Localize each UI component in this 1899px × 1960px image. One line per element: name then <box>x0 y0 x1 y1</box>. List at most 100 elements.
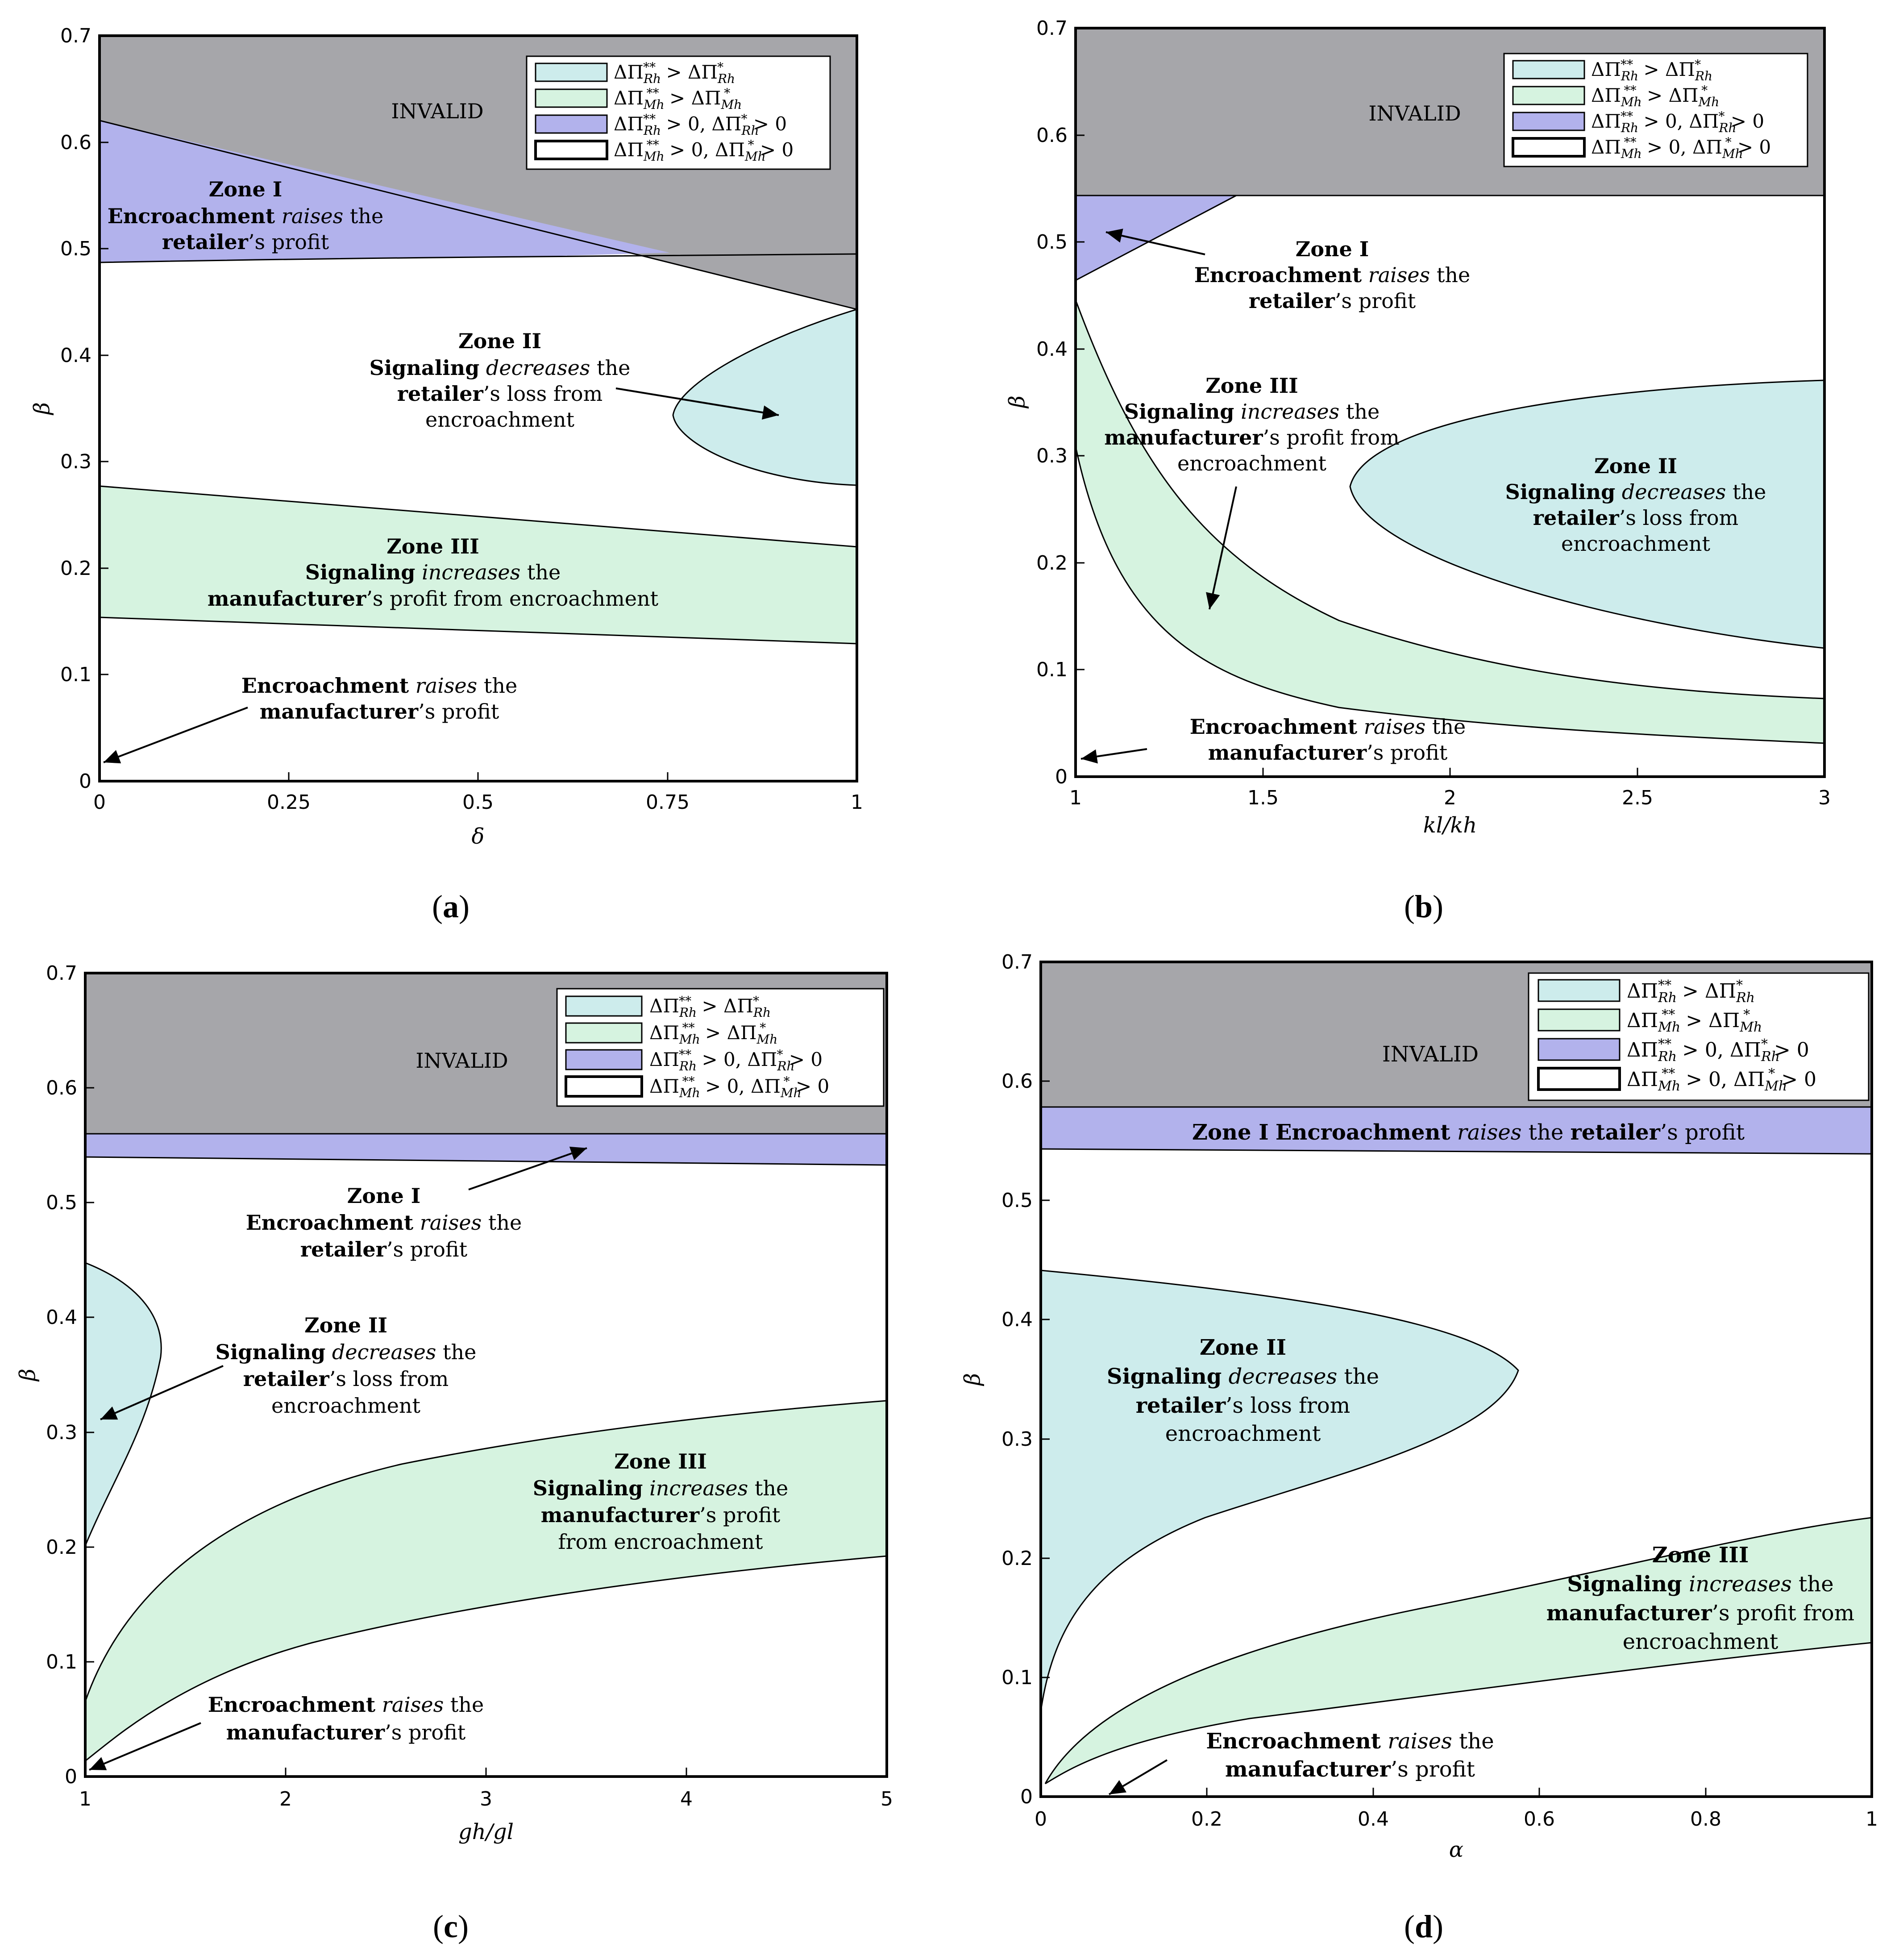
invalid-label-b: INVALID <box>1368 101 1461 125</box>
xtick-d-0: 0 <box>1035 1808 1047 1831</box>
zone2-line3-a: retailer’s loss from <box>397 382 603 406</box>
ytick-a-3: 0.3 <box>60 450 91 473</box>
xtick-d-2: 0.4 <box>1358 1808 1389 1831</box>
zone2-title-c: Zone II <box>304 1313 387 1337</box>
enc-line1-d: Encroachment raises the <box>1206 1729 1494 1754</box>
xtick-b-3: 2.5 <box>1622 786 1653 809</box>
zone2-line3-c: retailer’s loss from <box>243 1367 449 1391</box>
zone3-upper-a <box>100 485 857 548</box>
zone3-line2-b: Signaling increases the <box>1124 399 1380 424</box>
legend-a-entry4: ΔΠMh** > 0, ΔΠMh* > 0 <box>614 137 794 164</box>
enc-arrow-c <box>89 1722 201 1771</box>
zone2-line3-d: retailer’s loss from <box>1136 1393 1350 1418</box>
xtick-d-1: 0.2 <box>1191 1808 1222 1831</box>
zone1-arrow-b <box>1105 229 1205 255</box>
zone2-line2-d: Signaling decreases the <box>1107 1364 1379 1389</box>
zone2-line2-b: Signaling decreases the <box>1505 480 1766 504</box>
zone2-line4-a: encroachment <box>425 408 575 432</box>
ytick-c-7: 0.7 <box>46 962 77 985</box>
zone3-upper-c <box>85 1400 887 1702</box>
xtick-d-5: 1 <box>1866 1808 1878 1831</box>
invalid-region-a-2 <box>669 253 857 309</box>
ticks-c: 0 0.1 0.2 0.3 0.4 0.5 0.6 0.7 1 2 3 4 5 <box>46 962 893 1810</box>
enc-arrow-b <box>1080 748 1147 764</box>
ytick-a-1: 0.1 <box>60 663 91 686</box>
ylabel-b: β <box>1005 395 1030 409</box>
enc-line1-c: Encroachment raises the <box>208 1693 484 1717</box>
legend-c-entry2: ΔΠMh** > ΔΠMh* <box>649 1020 777 1047</box>
ytick-c-3: 0.3 <box>46 1421 77 1444</box>
legend-d: ΔΠRh** > ΔΠRh* ΔΠMh** > ΔΠMh* ΔΠRh** > 0… <box>1528 972 1870 1101</box>
zone1-region-d <box>1041 1107 1872 1154</box>
zone1-line2-c: Encroachment raises the <box>246 1211 522 1235</box>
enc-arrow-a <box>103 707 248 764</box>
legend-b-entry2: ΔΠMh** > ΔΠMh* <box>1591 83 1719 109</box>
zone1-line2-b: Encroachment raises the <box>1194 263 1470 287</box>
legend-a-entry1: ΔΠRh** > ΔΠRh* <box>614 60 735 86</box>
zone2-boundary-c <box>85 1262 162 1546</box>
ylabel-a: β <box>29 402 54 416</box>
zone1-title-a: Zone I <box>209 177 283 201</box>
legend-b: ΔΠRh** > ΔΠRh* ΔΠMh** > ΔΠMh* ΔΠRh** > 0… <box>1503 53 1808 167</box>
legend-a-entry3: ΔΠRh** > 0, ΔΠRh* > 0 <box>614 112 787 138</box>
zone1-line-d: Zone I Encroachment raises the retailer’… <box>1192 1120 1745 1145</box>
ytick-a-5: 0.5 <box>60 237 91 260</box>
xtick-d-3: 0.6 <box>1524 1808 1555 1831</box>
ticks-d: 0 0.1 0.2 0.3 0.4 0.5 0.6 0.7 0 0.2 0.4 … <box>1001 951 1878 1831</box>
zone3-title-b: Zone III <box>1205 374 1298 398</box>
legend-d-entry1: ΔΠRh** > ΔΠRh* <box>1627 978 1755 1006</box>
panel-d: 0 0.1 0.2 0.3 0.4 0.5 0.6 0.7 0 0.2 0.4 … <box>960 951 1878 1944</box>
invalid-label-a: INVALID <box>391 99 483 123</box>
legend-d-entry4: ΔΠMh** > 0, ΔΠMh* > 0 <box>1627 1066 1816 1094</box>
zone3-lower-c <box>85 1555 887 1762</box>
legend-c-entry4: ΔΠMh** > 0, ΔΠMh* > 0 <box>649 1074 829 1100</box>
xtick-d-4: 0.8 <box>1690 1808 1721 1831</box>
xlabel-c: gh/gl <box>458 1819 514 1844</box>
zone1-boundary-b <box>1076 195 1237 281</box>
xtick-a-4: 1 <box>851 791 863 814</box>
ytick-b-5: 0.5 <box>1036 231 1068 254</box>
ytick-d-1: 0.1 <box>1001 1666 1033 1689</box>
zone1-title-c: Zone I <box>347 1184 421 1208</box>
zone1-line3-b: retailer’s profit <box>1249 289 1416 313</box>
xtick-b-1: 1.5 <box>1247 786 1279 809</box>
zone1-arrow-c <box>468 1146 587 1190</box>
ticks-b: 0 0.1 0.2 0.3 0.4 0.5 0.6 0.7 1 1.5 2 2.… <box>1036 17 1831 809</box>
legend-c-entry3: ΔΠRh** > 0, ΔΠRh* > 0 <box>649 1047 823 1074</box>
ytick-b-3: 0.3 <box>1036 445 1068 467</box>
tickmarks-c <box>85 1087 687 1777</box>
zone1-lower-a <box>100 253 857 263</box>
zone3-line3-a: manufacturer’s profit from encroachment <box>208 587 659 611</box>
xtick-c-1: 2 <box>279 1788 292 1810</box>
zone3-region-d <box>1045 1518 1872 1784</box>
zone3-arrow-b <box>1206 486 1237 610</box>
caption-b: (b) <box>1404 889 1443 924</box>
zone3-line2-a: Signaling increases the <box>305 560 561 584</box>
ylabel-c: β <box>15 1369 40 1382</box>
zone1-line3-c: retailer’s profit <box>300 1237 468 1261</box>
enc-line1-a: Encroachment raises the <box>241 674 517 698</box>
axes-frame-d <box>1039 961 1873 1798</box>
invalid-boundary-a <box>100 120 857 310</box>
legend-b-entry1: ΔΠRh** > ΔΠRh* <box>1591 57 1712 83</box>
tickmarks-b <box>1076 134 1638 777</box>
ytick-b-0: 0 <box>1055 766 1068 788</box>
ytick-d-7: 0.7 <box>1001 951 1033 974</box>
caption-d: (d) <box>1404 1909 1443 1944</box>
ylabel-d: β <box>960 1373 985 1386</box>
caption-c: (c) <box>433 1909 469 1944</box>
ytick-a-0: 0 <box>79 770 91 793</box>
panel-b: 0 0.1 0.2 0.3 0.4 0.5 0.6 0.7 1 1.5 2 2.… <box>1005 17 1831 924</box>
zone1-line2-a: Encroachment raises the <box>108 204 383 228</box>
zone2-boundary-b <box>1349 379 1824 649</box>
zone2-line4-c: encroachment <box>271 1394 421 1418</box>
enc-line2-d: manufacturer’s profit <box>1225 1757 1475 1782</box>
zone2-region-d <box>1041 1270 1518 1711</box>
ytick-c-5: 0.5 <box>46 1191 77 1214</box>
xtick-a-2: 0.5 <box>462 791 494 814</box>
zone2-boundary-a <box>672 308 857 486</box>
zone2-line3-b: retailer’s loss from <box>1533 506 1738 530</box>
enc-line1-b: Encroachment raises the <box>1190 715 1466 739</box>
xtick-b-4: 3 <box>1818 786 1831 809</box>
ytick-c-2: 0.2 <box>46 1536 77 1559</box>
